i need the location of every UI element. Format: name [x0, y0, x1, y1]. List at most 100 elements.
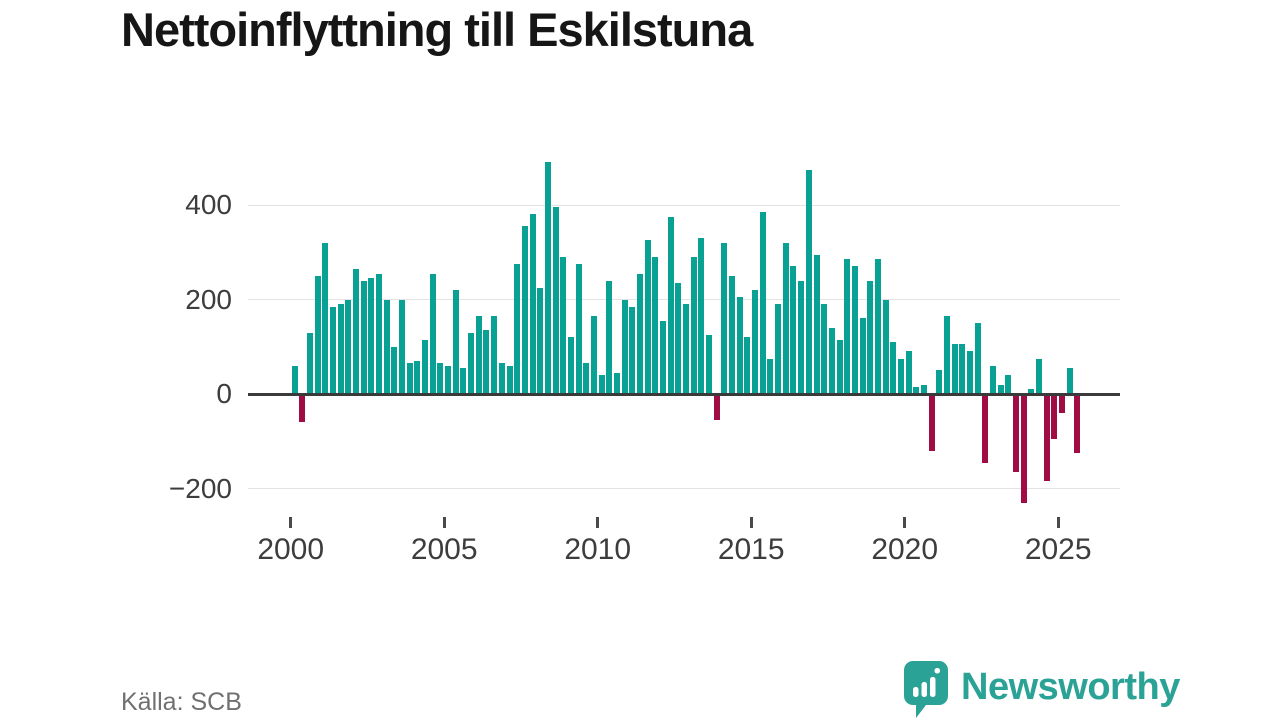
- bar: [544, 162, 551, 394]
- bar: [475, 316, 482, 394]
- bar: [590, 316, 597, 394]
- bar: [437, 363, 444, 394]
- bar: [1059, 394, 1066, 413]
- bar: [805, 169, 812, 394]
- bar: [460, 368, 467, 394]
- x-axis-tick: [903, 517, 907, 528]
- bar: [759, 212, 766, 394]
- bar: [406, 363, 413, 394]
- bar: [353, 268, 359, 394]
- bar: [613, 372, 620, 394]
- bar: [644, 240, 651, 394]
- bar: [706, 334, 713, 394]
- bar: [744, 337, 751, 394]
- bar: [698, 238, 705, 394]
- bar: [314, 275, 321, 394]
- bar: [767, 358, 774, 394]
- bar: [1036, 358, 1043, 394]
- bar: [690, 256, 697, 394]
- bar: [1066, 368, 1073, 394]
- bar: [391, 346, 398, 394]
- bar: [905, 351, 912, 394]
- bar: [813, 254, 820, 394]
- bar: [652, 256, 659, 394]
- bar: [675, 282, 682, 394]
- bar: [491, 316, 498, 394]
- bar: [667, 216, 674, 394]
- x-axis-tick: [289, 517, 293, 528]
- bar: [951, 344, 958, 394]
- bar: [752, 290, 759, 394]
- bar: [844, 259, 851, 394]
- bar: [943, 316, 950, 394]
- bar: [498, 363, 505, 394]
- bar: [329, 306, 336, 394]
- bar: [621, 299, 628, 394]
- source-caption: Källa: SCB: [121, 688, 242, 716]
- bar: [990, 365, 997, 394]
- newsworthy-logo: Newsworthy: [903, 660, 1180, 720]
- bar: [997, 384, 1004, 394]
- bar: [890, 342, 897, 394]
- bar: [506, 365, 513, 394]
- bar: [790, 266, 797, 394]
- bar: [529, 214, 536, 394]
- bar: [560, 256, 567, 394]
- bar: [636, 273, 643, 394]
- x-axis-label: 2025: [1024, 533, 1092, 566]
- bar: [322, 242, 329, 394]
- bar: [882, 299, 889, 394]
- gridline--200: [248, 488, 1120, 489]
- bar: [575, 264, 582, 394]
- bar: [583, 363, 590, 394]
- gridline-400: [248, 204, 1120, 206]
- bar: [452, 290, 459, 394]
- bar: [913, 386, 920, 394]
- bar: [836, 339, 843, 394]
- bar: [514, 264, 521, 394]
- bar: [537, 287, 544, 394]
- gridline-200: [248, 299, 1120, 300]
- newsworthy-bubble-icon: [904, 661, 948, 718]
- bar: [376, 273, 383, 394]
- x-axis-tick: [1056, 517, 1060, 528]
- bar: [1051, 394, 1058, 439]
- bar: [851, 266, 858, 394]
- bar: [445, 365, 452, 394]
- bar: [629, 306, 636, 394]
- bar: [483, 330, 490, 394]
- bar: [1043, 394, 1050, 482]
- bar: [967, 351, 973, 394]
- bar: [660, 320, 666, 394]
- newsworthy-wordmark: Newsworthy: [961, 666, 1180, 708]
- bar: [422, 339, 429, 394]
- bar: [468, 332, 475, 394]
- bar: [936, 370, 943, 394]
- bar: [782, 242, 789, 394]
- bar: [897, 358, 904, 394]
- x-axis-label: 2000: [257, 533, 325, 566]
- bar: [867, 280, 874, 394]
- zero-axis-line: [248, 392, 1120, 396]
- bar: [521, 226, 528, 394]
- page-title: Nettoinflyttning till Eskilstuna: [121, 3, 753, 56]
- bar: [874, 259, 881, 394]
- bar: [552, 207, 559, 394]
- bar: [821, 304, 828, 394]
- bar: [859, 318, 866, 394]
- bar: [982, 394, 989, 463]
- bar: [736, 297, 743, 394]
- bar: [299, 394, 306, 423]
- bar: [1028, 389, 1035, 394]
- bar: [683, 304, 690, 394]
- bar: [974, 323, 981, 394]
- bar: [721, 242, 728, 394]
- bar: [959, 344, 966, 394]
- bar: [928, 394, 935, 451]
- x-axis-label: 2005: [410, 533, 478, 566]
- bar: [920, 384, 927, 394]
- x-axis-label: 2015: [717, 533, 785, 566]
- x-axis-label: 2010: [564, 533, 632, 566]
- bar: [828, 327, 835, 394]
